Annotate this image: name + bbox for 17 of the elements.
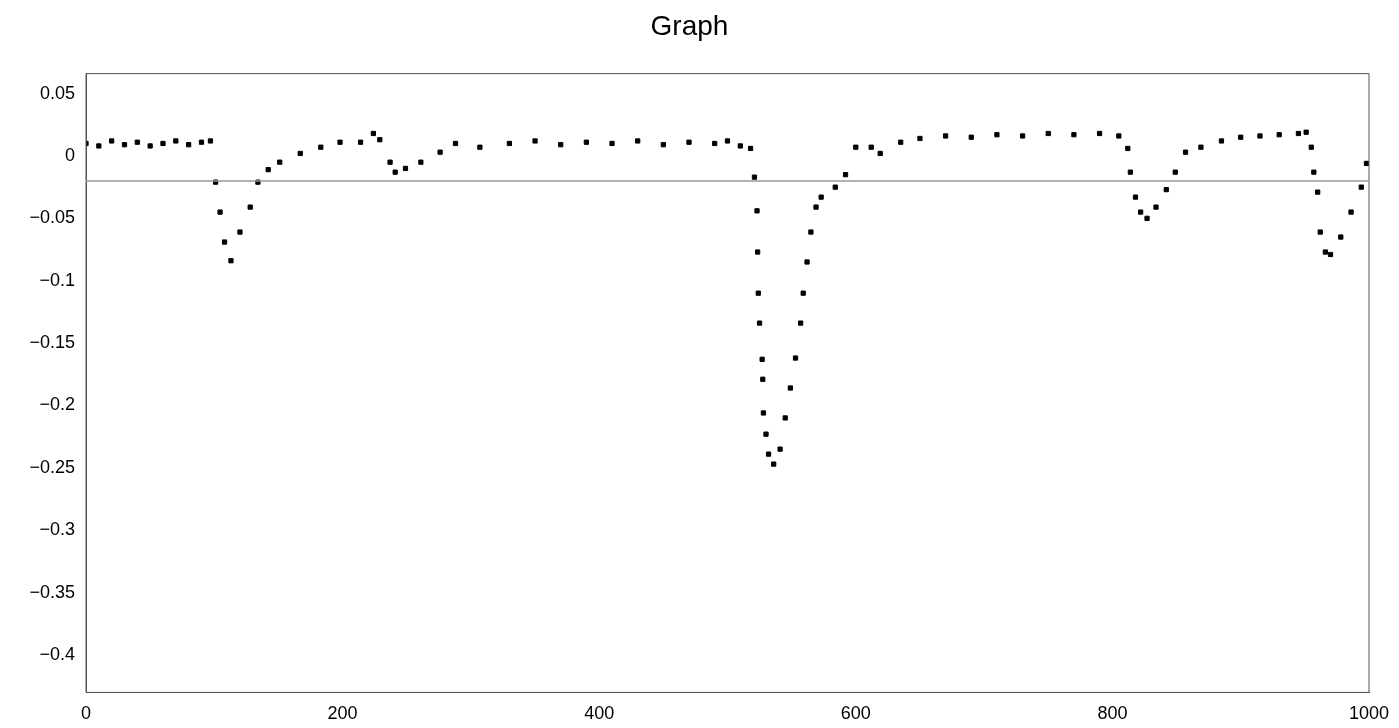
y-tick-label: −0.15: [29, 332, 75, 353]
y-tick-label: 0: [64, 144, 75, 165]
y-tick-label: −0.35: [29, 581, 75, 602]
x-tick-label: 1000: [1348, 703, 1390, 724]
x-tick-label: 600: [840, 703, 871, 724]
chart-title: Graph: [650, 9, 729, 41]
y-tick-label: −0.3: [39, 519, 75, 540]
y-tick-label: −0.4: [39, 643, 75, 664]
y-tick-label: −0.2: [39, 394, 75, 415]
y-tick-label: −0.1: [39, 269, 75, 290]
y-tick-label: 0.05: [39, 82, 75, 103]
x-tick-label: 800: [1097, 703, 1128, 724]
x-tick-label: 200: [327, 703, 358, 724]
y-tick-label: −0.05: [29, 207, 75, 228]
y-tick-label: −0.25: [29, 456, 75, 477]
x-tick-label: 400: [584, 703, 615, 724]
x-tick-label: 0: [80, 703, 92, 724]
